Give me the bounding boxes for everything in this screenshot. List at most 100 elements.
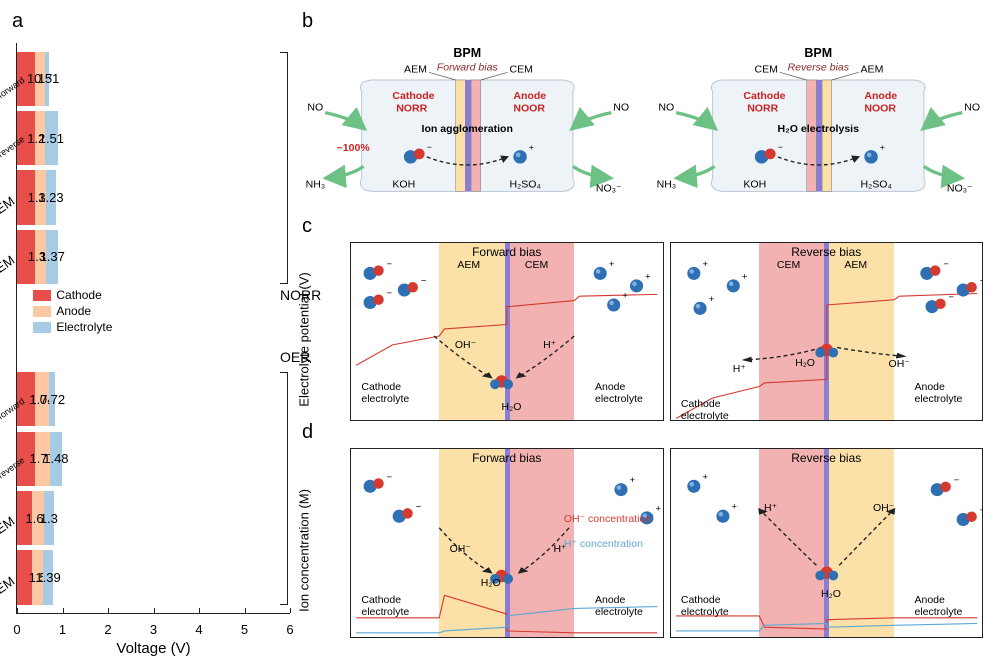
svg-text:+: + bbox=[529, 142, 534, 152]
svg-text:−: − bbox=[943, 259, 948, 269]
annotation: H₂O bbox=[481, 577, 501, 589]
xtick: 5 bbox=[241, 622, 248, 637]
svg-text:+: + bbox=[656, 504, 661, 514]
group-bracket bbox=[280, 372, 288, 604]
panel-a-legend: CathodeAnodeElectrolyte bbox=[33, 288, 112, 336]
annotation: Anodeelectrolyte bbox=[915, 594, 963, 618]
svg-text:BPM: BPM bbox=[453, 46, 481, 60]
svg-text:−: − bbox=[948, 292, 953, 302]
xtick: 4 bbox=[195, 622, 202, 637]
group-bracket bbox=[280, 52, 288, 284]
svg-text:−: − bbox=[979, 505, 982, 515]
svg-text:NH₃: NH₃ bbox=[306, 179, 326, 191]
bar-ylabel: CEM bbox=[0, 193, 17, 233]
annotation: OH⁻ bbox=[889, 358, 910, 370]
panel-a-label: a bbox=[12, 10, 296, 33]
annotation: Anodeelectrolyte bbox=[595, 381, 643, 405]
bpm-device: BPM Forward bias AEM CEM Cathode NORR An… bbox=[304, 41, 631, 209]
annotation: H⁺ bbox=[733, 363, 746, 375]
annotation: H₂O bbox=[795, 357, 815, 369]
xtick: 6 bbox=[286, 622, 293, 637]
annotation: Cathodeelectrolyte bbox=[361, 594, 409, 618]
svg-text:−: − bbox=[979, 276, 982, 286]
bar-ylabel: CEM bbox=[0, 514, 17, 554]
svg-text:+: + bbox=[645, 272, 650, 282]
panel-b-label: b bbox=[302, 10, 313, 33]
svg-text:−: − bbox=[416, 502, 421, 512]
bar-row: 1.740.72 bbox=[17, 372, 68, 426]
annotation: OH⁻ bbox=[873, 502, 894, 514]
svg-text:+: + bbox=[702, 472, 707, 482]
svg-text:NO₃⁻: NO₃⁻ bbox=[946, 182, 972, 194]
bar-segment: 1.3 bbox=[44, 491, 53, 545]
subplot: AEMCEMForward bias−−−+++OH⁻H⁺H₂OCathodee… bbox=[350, 242, 664, 421]
xtick: 1 bbox=[59, 622, 66, 637]
bar-segment: 0.72 bbox=[49, 372, 55, 426]
panel-a-xlabel: Voltage (V) bbox=[116, 640, 190, 657]
svg-text:H₂O electrolysis: H₂O electrolysis bbox=[777, 123, 859, 135]
svg-text:−: − bbox=[777, 142, 782, 152]
bar-segment: 1.48 bbox=[50, 432, 62, 486]
svg-text:NOOR: NOOR bbox=[864, 103, 896, 115]
svg-text:NH₃: NH₃ bbox=[656, 179, 676, 191]
xtick: 3 bbox=[150, 622, 157, 637]
bar-ylabel: AEM bbox=[0, 573, 17, 613]
svg-text:Anode: Anode bbox=[864, 90, 897, 102]
subplot: Forward bias−−++OH⁻H⁺H₂OOH⁻ concentratio… bbox=[350, 448, 664, 638]
bar-ylabel: BPMforward bbox=[0, 75, 18, 117]
annotation: Cathodeelectrolyte bbox=[681, 398, 729, 421]
annotation: H⁺ bbox=[543, 339, 556, 351]
svg-text:NO: NO bbox=[613, 102, 629, 114]
bar-segment: 0.51 bbox=[45, 52, 49, 106]
bar-row: 1.771.48 bbox=[17, 432, 68, 486]
svg-text:Anode: Anode bbox=[513, 90, 546, 102]
subplot: CEMAEMReverse bias+++−−−H⁺H₂OOH⁻Cathodee… bbox=[670, 242, 984, 421]
svg-text:−: − bbox=[387, 288, 392, 298]
svg-text:AEM: AEM bbox=[404, 63, 427, 75]
svg-text:KOH: KOH bbox=[743, 179, 766, 191]
bar-row: 1.661.3 bbox=[17, 491, 60, 545]
svg-text:Ion agglomeration: Ion agglomeration bbox=[422, 123, 513, 135]
subplot: Reverse bias++−−H⁺OH⁻H₂OCathodeelectroly… bbox=[670, 448, 984, 638]
ylabel: Ion concentration (M) bbox=[297, 489, 312, 612]
annotation: H₂O bbox=[821, 588, 841, 600]
bar-ylabel: AEM bbox=[0, 252, 17, 292]
svg-text:NORR: NORR bbox=[396, 103, 427, 115]
svg-text:NOOR: NOOR bbox=[513, 103, 545, 115]
svg-text:AEM: AEM bbox=[860, 63, 883, 75]
annotation: H⁺ concentration bbox=[564, 538, 643, 550]
svg-text:NO₃⁻: NO₃⁻ bbox=[596, 182, 622, 194]
panel-d-label: d bbox=[302, 421, 313, 444]
svg-text:−: − bbox=[387, 472, 392, 482]
svg-text:KOH: KOH bbox=[392, 179, 415, 191]
svg-text:Forward bias: Forward bias bbox=[437, 61, 499, 73]
svg-text:CEM: CEM bbox=[510, 63, 533, 75]
bar-ylabel: BPMreverse bbox=[0, 134, 18, 176]
svg-text:CEM: CEM bbox=[754, 63, 777, 75]
annotation: Cathodeelectrolyte bbox=[681, 594, 729, 618]
svg-text:+: + bbox=[708, 294, 713, 304]
bar-segment: 1.37 bbox=[46, 230, 58, 284]
svg-text:−: − bbox=[953, 475, 958, 485]
annotation: OH⁻ bbox=[455, 339, 476, 351]
svg-text:+: + bbox=[731, 502, 736, 512]
svg-text:NORR: NORR bbox=[747, 103, 778, 115]
svg-text:−: − bbox=[427, 142, 432, 152]
bar-segment: 1.51 bbox=[45, 111, 58, 165]
svg-text:NO: NO bbox=[307, 102, 323, 114]
panel-c-label: c bbox=[302, 215, 312, 238]
svg-text:BPM: BPM bbox=[804, 46, 832, 60]
bar-row: 1.170.51 bbox=[17, 52, 68, 106]
ylabel: Electrolyte potential (V) bbox=[297, 272, 312, 406]
bar-row: 1.51.39 bbox=[17, 550, 60, 604]
svg-text:−: − bbox=[387, 259, 392, 269]
svg-text:Reverse bias: Reverse bias bbox=[787, 61, 849, 73]
annotation: OH⁻ bbox=[450, 543, 471, 555]
bar-row: 1.311.23 bbox=[17, 170, 68, 224]
svg-text:NO: NO bbox=[658, 102, 674, 114]
bar-row: 1.221.51 bbox=[17, 111, 68, 165]
svg-text:H₂SO₄: H₂SO₄ bbox=[510, 179, 541, 191]
bar-ylabel: BPMforward bbox=[0, 395, 18, 437]
svg-text:+: + bbox=[879, 142, 884, 152]
annotation: OH⁻ concentration bbox=[564, 513, 651, 525]
